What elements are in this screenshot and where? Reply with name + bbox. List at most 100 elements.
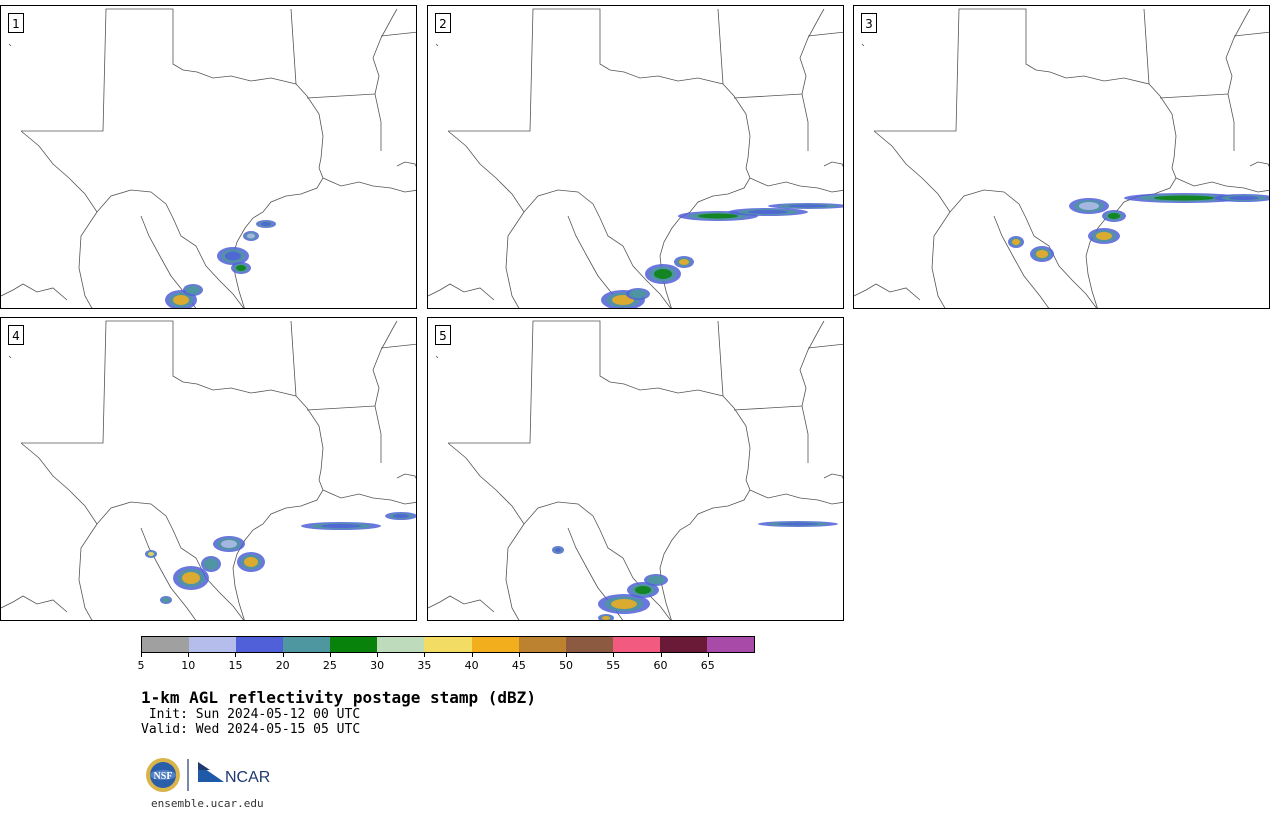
reflectivity-cell [321, 524, 361, 528]
boundary-line [717, 320, 724, 397]
boundary-line [733, 405, 809, 463]
boundary-line [78, 523, 98, 620]
boundary-line [861, 43, 865, 47]
reflectivity-cell [602, 616, 610, 620]
reflectivity-overlay [601, 203, 843, 308]
reflectivity-cell [1036, 250, 1048, 258]
reflectivity-cell [1096, 232, 1112, 240]
reflectivity-overlay [552, 521, 838, 620]
boundary-line [372, 320, 398, 407]
boundary-line [799, 8, 825, 95]
colorbar-tick-label: 15 [228, 659, 243, 672]
boundary-line [435, 43, 439, 47]
colorbar-tick [707, 653, 709, 657]
reflectivity-cell [225, 251, 241, 261]
reflectivity-cell [555, 548, 561, 552]
boundary-line [1249, 161, 1269, 167]
colorbar-segment [330, 637, 378, 652]
colorbar-tick [377, 653, 379, 657]
reflectivity-cell [632, 291, 644, 297]
boundary-line [290, 320, 297, 397]
reflectivity-cell [635, 586, 651, 594]
ncar-logo-text: NCAR [225, 769, 270, 786]
reflectivity-cell [221, 540, 237, 548]
member-label: 1 [8, 13, 24, 33]
colorbar-tick-label: 45 [511, 659, 526, 672]
boundary-line [447, 130, 671, 308]
boundary-line [1225, 8, 1251, 95]
colorbar-tick [329, 653, 331, 657]
boundary-line [322, 177, 416, 193]
boundary-line [306, 405, 382, 463]
boundary-line [322, 489, 416, 505]
colorbar-tick [471, 653, 473, 657]
boundary-line [505, 211, 525, 308]
colorbar-segment [189, 637, 237, 652]
boundary-line [1175, 177, 1269, 193]
reflectivity-cell [748, 210, 788, 214]
reflectivity-cell [163, 598, 169, 602]
colorbar-segment [236, 637, 284, 652]
colorbar-tick-label: 5 [137, 659, 145, 672]
colorbar-segment [424, 637, 472, 652]
boundary-line [8, 355, 12, 359]
boundary-line [448, 320, 751, 620]
colorbar-segment [283, 637, 331, 652]
boundary-line [823, 473, 843, 479]
member-label: 5 [435, 325, 451, 345]
colorbar-segment [565, 637, 613, 652]
init-time: Init: Sun 2024-05-12 00 UTC [141, 707, 361, 722]
boundary-line [428, 595, 495, 613]
colorbar-tick-label: 60 [653, 659, 668, 672]
product-title: 1-km AGL reflectivity postage stamp (dBZ… [141, 688, 536, 707]
reflectivity-cell [1012, 239, 1020, 245]
member-panel-5: 5 [427, 317, 844, 621]
boundary-line [380, 343, 416, 349]
colorbar-segment [518, 637, 566, 652]
boundary-line [823, 161, 843, 167]
boundary-line [78, 211, 98, 308]
colorbar-segment [471, 637, 519, 652]
boundary-line [854, 283, 921, 301]
colorbar-tick [613, 653, 615, 657]
boundary-line [396, 161, 416, 167]
boundary-line [749, 489, 843, 505]
colorbar-tick-label: 25 [322, 659, 337, 672]
boundary-line [799, 320, 825, 407]
reflectivity-cell [173, 295, 189, 305]
member-label: 4 [8, 325, 24, 345]
logo-graphics: NSF NCAR [146, 758, 270, 792]
boundary-line [733, 93, 809, 151]
colorbar-tick-label: 55 [606, 659, 621, 672]
member-panel-3: 3 [853, 5, 1270, 309]
reflectivity-cell [698, 213, 738, 219]
colorbar-tick [424, 653, 426, 657]
boundary-line [20, 442, 244, 620]
boundary-line [448, 8, 751, 308]
colorbar-tick-label: 20 [275, 659, 290, 672]
colorbar-tick-label: 35 [417, 659, 432, 672]
reflectivity-cell [393, 514, 409, 518]
reflectivity-cell [788, 204, 828, 208]
colorbar-tick-label: 40 [464, 659, 479, 672]
reflectivity-cell [1108, 213, 1120, 219]
colorbar-tick [660, 653, 662, 657]
boundary-line [290, 8, 297, 85]
member-label: 2 [435, 13, 451, 33]
reflectivity-cell [261, 222, 271, 226]
colorbar-segment [659, 637, 707, 652]
boundary-line [428, 283, 495, 301]
ncar-logo: NCAR [198, 762, 270, 786]
reflectivity-cell [244, 557, 258, 567]
reflectivity-cell [236, 265, 246, 271]
reflectivity-cell [148, 552, 154, 556]
logos: NSF NCAR [144, 756, 274, 794]
boundary-line [8, 43, 12, 47]
boundary-line [21, 8, 324, 308]
colorbar-tick [141, 653, 142, 657]
reflectivity-cell [778, 522, 818, 526]
boundary-line [717, 8, 724, 85]
map-basemap [1, 8, 416, 308]
reflectivity-cell [654, 269, 672, 279]
nsf-logo: NSF [146, 758, 180, 792]
